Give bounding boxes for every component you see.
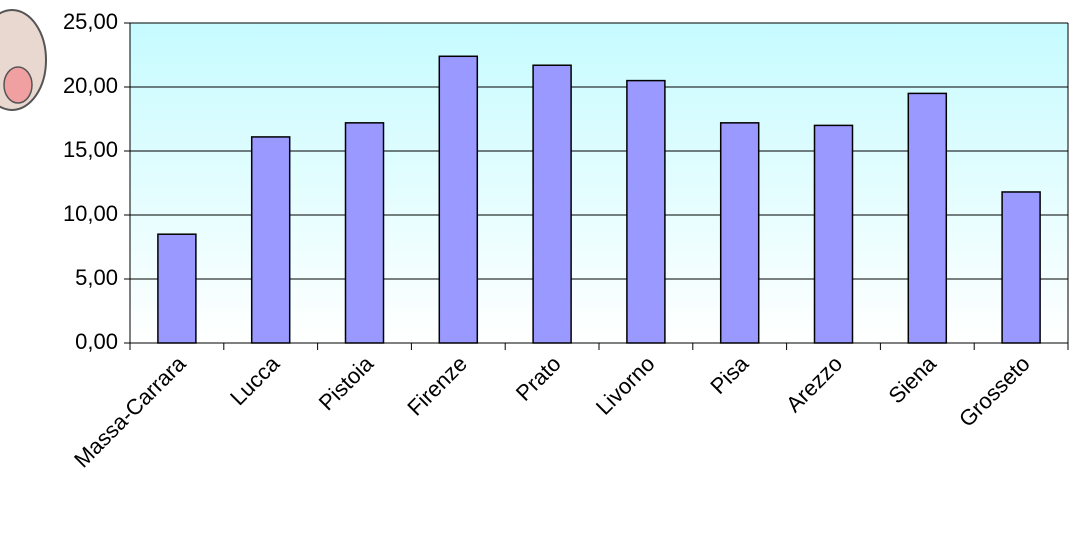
- x-tick-label: Massa-Carrara: [69, 350, 191, 472]
- x-tick-label: Pistoia: [314, 350, 379, 415]
- y-tick-label: 20,00: [63, 73, 118, 98]
- bar: [813, 124, 854, 344]
- bar: [719, 122, 760, 344]
- bar: [344, 122, 385, 344]
- x-tick-label: Siena: [883, 350, 941, 408]
- bar: [250, 136, 291, 344]
- x-tick-label: Livorno: [591, 351, 660, 420]
- bar: [438, 55, 479, 344]
- decoration: [0, 9, 47, 111]
- bar: [157, 233, 197, 344]
- x-tick-label: Arezzo: [781, 351, 847, 417]
- x-tick-label: Lucca: [225, 350, 285, 410]
- x-tick-label: Firenze: [402, 351, 472, 421]
- x-tick-label: Grosseto: [954, 351, 1035, 432]
- y-tick-label: 5,00: [75, 265, 118, 290]
- y-tick-label: 10,00: [63, 201, 118, 226]
- bar: [532, 64, 572, 344]
- x-tick-label: Pisa: [705, 350, 753, 398]
- x-tick-label: Prato: [511, 351, 566, 406]
- y-tick-label: 0,00: [75, 329, 118, 354]
- bar: [626, 79, 666, 344]
- y-tick-label: 15,00: [63, 137, 118, 162]
- y-tick-label: 25,00: [63, 9, 118, 34]
- bar: [1001, 191, 1041, 344]
- bar: [907, 92, 948, 344]
